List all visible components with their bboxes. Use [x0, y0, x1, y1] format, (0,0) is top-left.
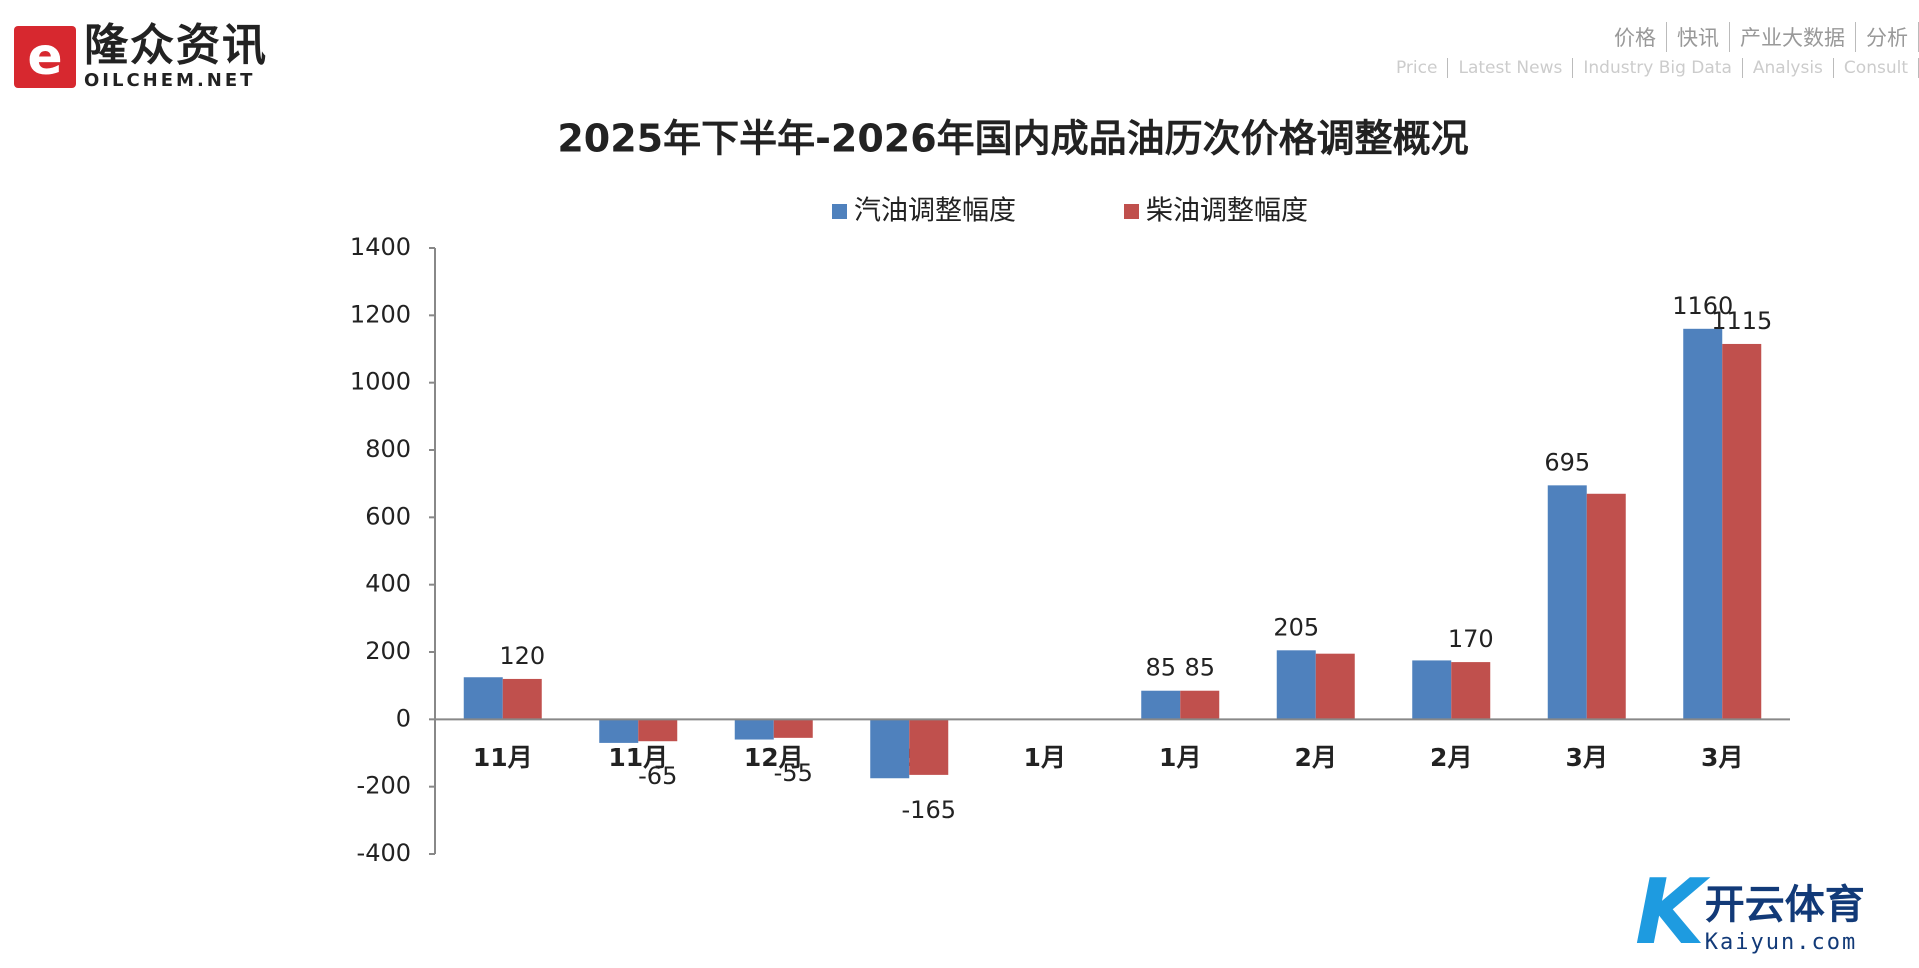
nav-item[interactable]: 快讯: [1667, 22, 1730, 52]
legend-label: 汽油调整幅度: [854, 196, 1016, 227]
y-tick-label: -400: [357, 839, 411, 867]
y-tick-label: -200: [357, 772, 411, 800]
y-tick-label: 1000: [350, 368, 411, 396]
data-label: 120: [499, 642, 545, 670]
bar: [599, 719, 639, 743]
data-label: 85: [1184, 654, 1215, 682]
nav-item[interactable]: Consult: [1834, 58, 1919, 78]
watermark: K 开云体育 Kaiyun.com: [1635, 868, 1865, 958]
x-tick-label: 3月: [1701, 743, 1743, 772]
x-tick-label: 11月: [473, 743, 533, 772]
y-tick-label: 1400: [350, 233, 411, 261]
nav-item[interactable]: Price: [1386, 58, 1449, 78]
logo-text: 隆众资讯 OILCHEM.NET: [84, 20, 268, 92]
data-label: 695: [1544, 448, 1590, 476]
y-tick-label: 0: [396, 704, 411, 732]
watermark-text: 开云体育 Kaiyun.com: [1705, 872, 1865, 955]
x-tick-label: 1月: [1159, 743, 1201, 772]
chart-title: 2025年下半年-2026年国内成品油历次价格调整概况: [557, 117, 1468, 161]
data-label: 1160: [1672, 292, 1733, 320]
nav-en: Price Latest News Industry Big Data Analysi…: [1386, 58, 1919, 78]
bar: [1412, 660, 1452, 720]
x-tick-label: 2月: [1295, 743, 1337, 772]
nav-item[interactable]: 分析: [1856, 22, 1919, 52]
bar: [909, 719, 949, 775]
nav-item[interactable]: 价格: [1604, 22, 1667, 52]
data-label: -55: [774, 759, 813, 787]
bar: [1722, 343, 1762, 720]
bar: [1141, 690, 1181, 720]
bar: [1586, 493, 1626, 720]
y-tick-label: 1200: [350, 300, 411, 328]
data-label: -65: [638, 762, 677, 790]
y-tick-label: 400: [365, 570, 411, 598]
data-label: 85: [1145, 654, 1176, 682]
bar: [734, 719, 774, 740]
bar: [638, 719, 678, 742]
legend-swatch: [832, 204, 847, 219]
x-tick-label: 3月: [1566, 743, 1608, 772]
nav-item[interactable]: Latest News: [1448, 58, 1574, 78]
logo[interactable]: e 隆众资讯 OILCHEM.NET: [14, 22, 268, 91]
logo-en: OILCHEM.NET: [84, 70, 256, 91]
watermark-icon: K: [1635, 860, 1705, 965]
y-tick-label: 600: [365, 502, 411, 530]
bar: [1180, 690, 1220, 720]
legend-swatch: [1124, 204, 1139, 219]
data-label: 205: [1273, 613, 1319, 641]
nav-item[interactable]: Analysis: [1743, 58, 1834, 78]
x-tick-label: 2月: [1430, 743, 1472, 772]
data-label: -165: [902, 796, 956, 824]
logo-icon: e: [14, 25, 76, 88]
bar: [463, 677, 503, 720]
y-tick-label: 200: [365, 637, 411, 665]
logo-cn: 隆众资讯: [84, 20, 268, 71]
nav-item[interactable]: 产业大数据: [1730, 22, 1856, 52]
bar: [1315, 653, 1355, 720]
bar: [870, 719, 910, 779]
legend-label: 柴油调整幅度: [1146, 196, 1308, 227]
bar: [1276, 650, 1316, 720]
x-tick-label: 12月: [744, 743, 804, 772]
y-tick-label: 800: [365, 435, 411, 463]
x-tick-label: 11月: [608, 743, 668, 772]
bar: [502, 678, 542, 720]
watermark-cn: 开云体育: [1704, 881, 1865, 928]
data-label: 1115: [1711, 307, 1772, 335]
data-label: 170: [1448, 625, 1494, 653]
nav-item[interactable]: Industry Big Data: [1573, 58, 1743, 78]
bar: [1683, 328, 1723, 720]
bar: [1451, 662, 1491, 720]
x-tick-label: 1月: [1024, 743, 1066, 772]
bar: [1547, 485, 1587, 720]
bar: [773, 719, 813, 738]
nav-cn: 价格 快讯 产业大数据 分析: [1604, 22, 1919, 52]
watermark-en: Kaiyun.com: [1704, 929, 1858, 955]
